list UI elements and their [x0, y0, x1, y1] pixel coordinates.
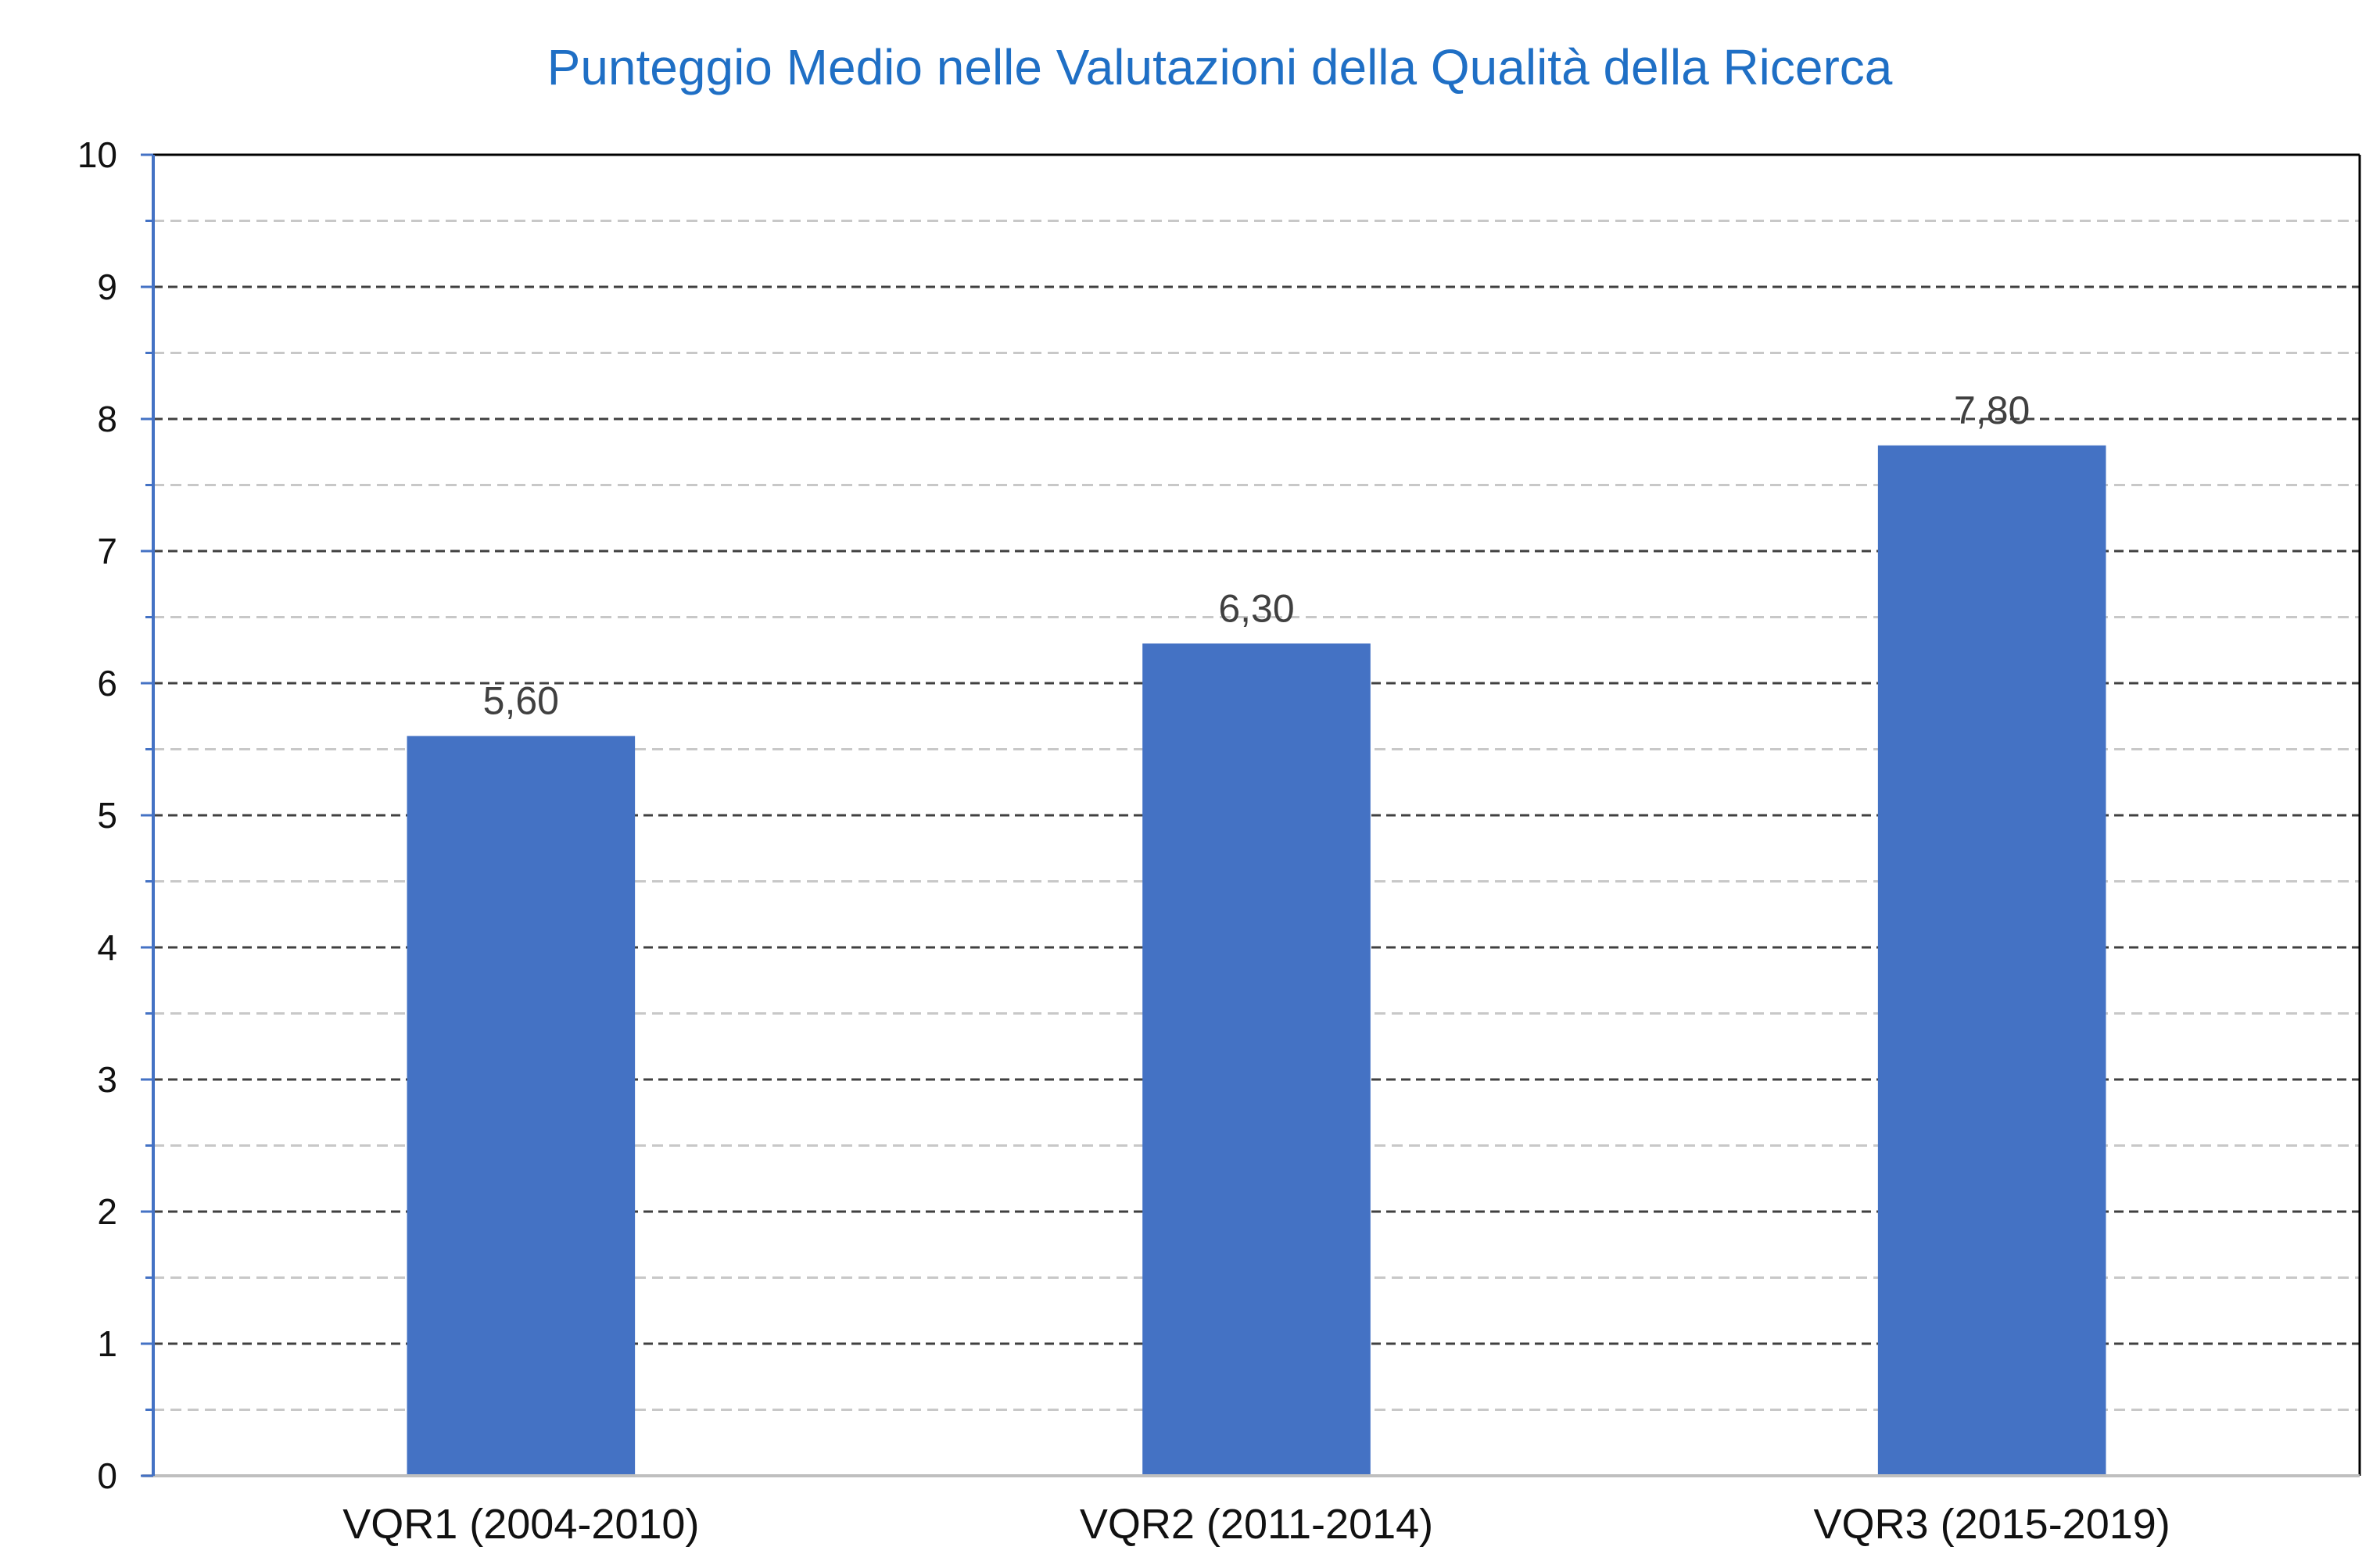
y-tick-label-2: 2 — [97, 1191, 117, 1232]
y-tick-label-1: 1 — [97, 1323, 117, 1364]
chart-title: Punteggio Medio nelle Valutazioni della … — [547, 39, 1893, 95]
x-tick-label-2: VQR2 (2011-2014) — [1080, 1501, 1433, 1548]
bar-3 — [1877, 445, 2106, 1476]
labels: 5,60 VQR1 (2004-2010) 6,30 VQR2 (2011-2014)… — [77, 134, 2170, 1548]
y-tick-label-5: 5 — [97, 795, 117, 836]
data-label-2: 6,30 — [1218, 586, 1294, 630]
bars — [407, 445, 2106, 1476]
data-label-3: 7,80 — [1954, 388, 2030, 432]
y-tick-label-8: 8 — [97, 399, 117, 439]
y-tick-label-3: 3 — [97, 1059, 117, 1100]
y-tick-label-10: 10 — [77, 134, 117, 175]
bar-2 — [1142, 643, 1371, 1476]
y-tick-label-9: 9 — [97, 267, 117, 307]
y-tick-label-6: 6 — [97, 663, 117, 704]
y-tick-label-0: 0 — [97, 1455, 117, 1496]
y-tick-label-4: 4 — [97, 927, 117, 968]
bar-1 — [407, 736, 636, 1476]
x-tick-label-3: VQR3 (2015-2019) — [1814, 1501, 2170, 1548]
data-label-1: 5,60 — [483, 679, 559, 723]
axes — [141, 153, 2361, 1477]
y-tick-label-7: 7 — [97, 531, 117, 571]
x-tick-label-1: VQR1 (2004-2010) — [342, 1501, 699, 1548]
